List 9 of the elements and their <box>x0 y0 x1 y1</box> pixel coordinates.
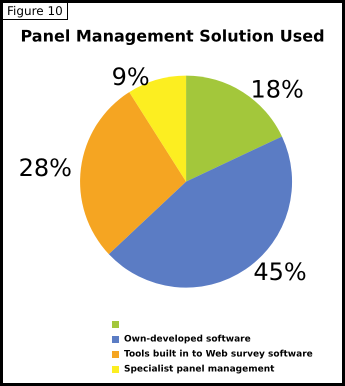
chart-title: Panel Management Solution Used <box>20 26 325 46</box>
caption: Figure 10 <box>3 3 68 20</box>
legend-label: Specialist panel management <box>124 364 276 374</box>
data-label: 18% <box>250 76 304 104</box>
data-label: 9% <box>112 62 150 91</box>
legend-label: Own-developed software <box>124 334 251 344</box>
legend-label: Tools built in to Web survey software <box>124 350 313 360</box>
data-label: 45% <box>253 258 307 286</box>
data-label: 28% <box>18 154 72 182</box>
